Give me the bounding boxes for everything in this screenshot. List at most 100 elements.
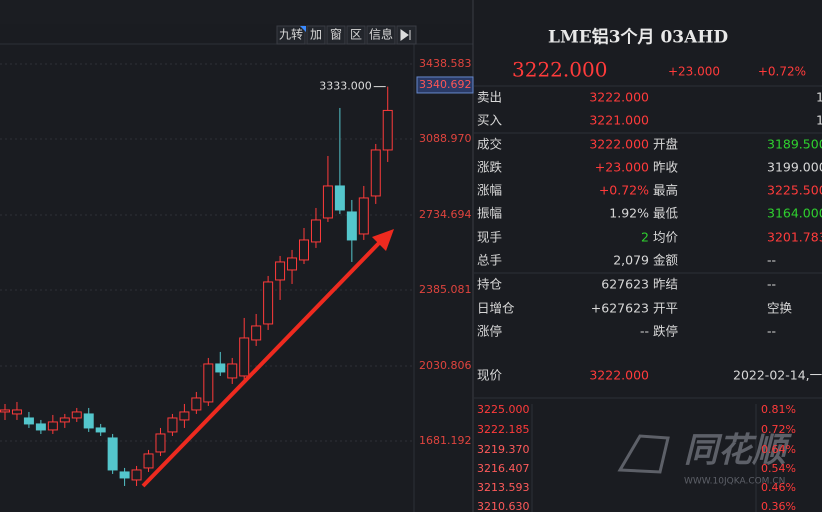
y-tick-label: 3438.583: [419, 57, 472, 70]
toolbar-icon: [400, 29, 411, 41]
y-tick-label: 1681.192: [419, 434, 472, 447]
watermark-url: WWW.10JQKA.COM.CN: [684, 477, 785, 487]
watermark-brand: 同花顺: [684, 431, 792, 471]
mini-pct-label: 0.54%: [761, 462, 796, 475]
candle-body: [179, 411, 190, 421]
candle-body: [0, 409, 10, 413]
row-label: 买入: [477, 113, 503, 128]
candle-body: [71, 411, 82, 419]
row-label: 昨结: [653, 277, 678, 292]
candle-body: [155, 433, 166, 453]
candle-body: [334, 185, 345, 211]
toolbar-marker: [300, 26, 306, 32]
row-label: 最低: [653, 206, 679, 221]
candle-body: [310, 219, 321, 243]
row-label: 现价: [477, 368, 503, 383]
mini-pct-label: 0.36%: [761, 500, 796, 512]
row-value: --: [640, 324, 649, 339]
toolbar-button-label: 加: [310, 28, 322, 42]
row-value: 627623: [601, 277, 649, 292]
toolbar-button[interactable]: [326, 25, 346, 45]
candle-body: [35, 423, 46, 431]
row-label: 开平: [653, 301, 678, 316]
arrow-shaft: [141, 240, 382, 488]
y-tick-label: 2734.694: [419, 208, 472, 221]
row-value: +0.72%: [599, 183, 649, 198]
row-label: 开盘: [653, 137, 678, 152]
candle-body: [47, 421, 58, 431]
row-value: 1.92%: [609, 206, 649, 221]
candle-body: [239, 337, 250, 377]
row-label: 昨收: [653, 160, 679, 175]
row-value: --: [767, 277, 776, 292]
mini-pct-label: 0.46%: [761, 481, 796, 494]
candle-body: [227, 363, 238, 379]
candle-body: [203, 363, 214, 403]
row-value: 3189.500: [767, 137, 822, 152]
row-value: 3222.000: [589, 90, 649, 105]
quote-change-pct: +0.72%: [758, 65, 806, 79]
mini-price-label: 3210.630: [477, 500, 530, 512]
watermark-logo: [617, 434, 670, 474]
last-price-box: [416, 76, 474, 94]
row-label: 成交: [477, 137, 502, 152]
row-label: 金额: [653, 253, 679, 268]
quote-change: +23.000: [668, 65, 720, 79]
candle-body: [287, 257, 298, 271]
toolbar-button-label: 九转: [279, 27, 303, 42]
last-price-label: 3340.692: [419, 78, 472, 91]
row-value: +627623: [591, 301, 649, 316]
candle-body: [23, 417, 34, 425]
candle-body: [382, 109, 393, 151]
top-strip: [0, 0, 473, 24]
toolbar-button[interactable]: [366, 25, 396, 45]
candle-body: [370, 149, 381, 197]
row-label: 均价: [653, 230, 679, 245]
mini-price-label: 3213.593: [477, 481, 530, 494]
row-value: 1: [816, 90, 822, 105]
candle-body: [251, 325, 262, 341]
mini-price-label: 3225.000: [477, 403, 530, 416]
quote-title: LME铝3个月 03AHD: [548, 27, 728, 48]
row-value: 空换: [767, 301, 793, 316]
candle-body: [107, 437, 118, 471]
row-value: 3222.000: [589, 137, 649, 152]
mini-price-label: 3222.185: [477, 423, 530, 436]
row-value: --: [767, 324, 776, 339]
candle-body: [59, 417, 70, 423]
candle-body: [95, 427, 106, 433]
candle-body: [215, 363, 226, 373]
row-value: 2022-02-14,一: [733, 368, 822, 383]
row-label: 日增仓: [477, 301, 515, 316]
row-value: 3221.000: [589, 113, 649, 128]
row-value: 3164.000: [767, 206, 822, 221]
candle-body: [143, 453, 154, 469]
row-label: 振幅: [477, 206, 502, 221]
row-value: 2,079: [613, 253, 649, 268]
row-label: 涨停: [477, 324, 502, 339]
toolbar-button[interactable]: [346, 25, 366, 45]
candle-body: [191, 397, 202, 411]
row-value: 2: [641, 230, 649, 245]
candle-body: [167, 417, 178, 433]
candle-body: [131, 469, 142, 481]
toolbar-button[interactable]: [306, 25, 326, 45]
row-value: 1: [816, 113, 822, 128]
candle-body: [299, 239, 309, 261]
arrow-head: [372, 229, 394, 251]
row-label: 涨幅: [477, 183, 502, 198]
row-label: 持仓: [477, 277, 503, 292]
toolbar-button-label: 区: [350, 28, 362, 42]
candle-body: [322, 185, 333, 219]
toolbar-button-label: 窗: [330, 28, 342, 42]
candle-body: [11, 409, 22, 415]
candle-body: [275, 261, 286, 281]
toolbar-button[interactable]: [276, 25, 306, 45]
row-label: 最高: [653, 183, 678, 198]
row-value: 3201.783: [767, 230, 822, 245]
candle-body: [119, 471, 130, 479]
mini-pct-label: 0.72%: [761, 423, 796, 436]
row-value: 3199.000: [767, 160, 822, 175]
